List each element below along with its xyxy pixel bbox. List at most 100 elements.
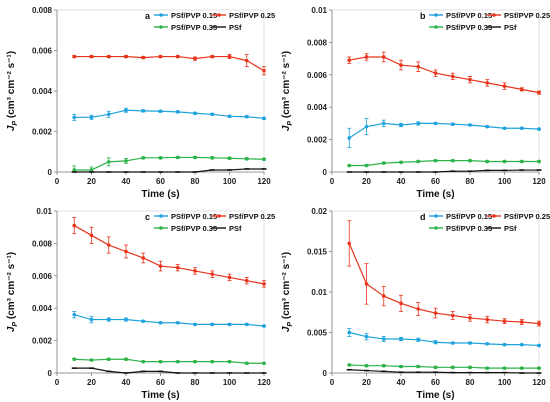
data-point (502, 126, 507, 131)
data-point (450, 341, 455, 345)
data-point (124, 249, 128, 254)
data-point (381, 294, 386, 298)
x-tick-label: 100 (498, 378, 512, 387)
data-point (89, 358, 94, 362)
data-point (124, 108, 128, 113)
data-point (158, 54, 163, 59)
legend-swatch-marker (434, 13, 438, 17)
data-point (537, 127, 541, 131)
data-point (124, 159, 128, 163)
data-point (468, 365, 472, 370)
x-tick-label: 0 (330, 378, 335, 387)
legend-label: PSf/PVP 0.35 (171, 23, 217, 32)
data-point (141, 55, 146, 60)
y-tick-label: 0.01 (311, 6, 327, 15)
legend-item: PSf (212, 224, 242, 233)
data-point (433, 71, 438, 75)
legend-item: PSf/PVP 0.25 (487, 212, 550, 221)
series-line (74, 168, 264, 173)
data-point (468, 158, 472, 163)
series-4 (71, 367, 267, 374)
data-point (193, 155, 197, 160)
legend-item: PSf (487, 23, 517, 32)
data-point (124, 357, 128, 362)
data-point (72, 223, 77, 228)
series-line (349, 369, 539, 374)
series-2 (347, 220, 541, 327)
series-1 (72, 311, 266, 328)
data-point (141, 156, 146, 160)
series-line (74, 109, 265, 119)
data-point (485, 124, 490, 129)
chart-panel-c: 0 0.002 0.004 0.006 0.008 0.01 0 20 40 60 80 100 120… (0, 201, 275, 402)
legend: PSf/PVP 0.15 PSf/PVP 0.25 PSf/PVP 0.35 PSf (429, 11, 550, 32)
data-point (468, 316, 472, 320)
legend-label: PSf (229, 23, 242, 32)
x-tick-label: 60 (431, 378, 440, 387)
data-point (433, 365, 438, 370)
data-point (399, 123, 403, 127)
data-point (433, 340, 438, 345)
x-tick-label: 60 (156, 177, 165, 186)
legend-item: PSf/PVP 0.15 (154, 11, 217, 20)
series-line (349, 169, 539, 173)
x-tick-label: 60 (431, 177, 440, 186)
x-tick-label: 20 (87, 378, 96, 387)
data-point (72, 54, 77, 59)
y-tick-label: 0.006 (307, 71, 328, 80)
y-tick-label: 0.02 (311, 207, 327, 216)
legend-swatch-marker (492, 13, 496, 17)
legend-swatch-marker (434, 226, 438, 230)
data-point (399, 301, 403, 306)
data-point (347, 363, 352, 367)
series-3 (72, 155, 266, 173)
plot-frame (331, 210, 540, 374)
data-point (210, 322, 215, 327)
data-point (416, 159, 421, 164)
data-point (244, 114, 249, 119)
legend-label: PSf/PVP 0.15 (446, 212, 492, 221)
y-tick-label: 0 (323, 168, 328, 177)
x-tick-label: 100 (223, 378, 237, 387)
chart-svg: 0 0.002 0.004 0.006 0.008 0 20 40 60 80 100 120 Time… (6, 6, 275, 200)
x-tick-label: 100 (498, 177, 512, 186)
data-point (347, 136, 352, 140)
y-tick-label: 0.015 (307, 248, 328, 257)
data-point (537, 366, 541, 370)
data-point (244, 322, 249, 327)
data-point (450, 74, 455, 79)
x-tick-label: 0 (55, 177, 60, 186)
data-point (210, 272, 215, 276)
y-axis-label: JP (cm³ cm⁻² s⁻¹) (6, 252, 19, 332)
series-line (349, 331, 540, 347)
data-point (244, 58, 249, 63)
legend-item: PSf/PVP 0.25 (212, 212, 275, 221)
data-point (106, 112, 111, 117)
legend-item: PSf/PVP 0.35 (429, 224, 492, 233)
chart-panel-b: 0 0.002 0.004 0.006 0.008 0.01 0 20 40 60 80 100 120… (275, 0, 550, 201)
data-point (433, 158, 438, 163)
data-point (381, 55, 386, 59)
legend-label: PSf/PVP 0.25 (229, 212, 275, 221)
data-point (89, 233, 94, 238)
data-point (262, 361, 266, 366)
y-axis-label: JP (cm³ cm⁻² s⁻¹) (281, 51, 294, 131)
data-point (399, 63, 403, 67)
data-point (158, 109, 163, 114)
x-tick-label: 80 (466, 378, 475, 387)
y-tick-label: 0.002 (32, 128, 53, 137)
series-4 (346, 169, 542, 173)
data-point (210, 156, 215, 160)
data-point (106, 54, 111, 59)
data-point (450, 122, 455, 127)
y-tick-label: 0.006 (32, 47, 53, 56)
legend-item: PSf/PVP 0.35 (429, 23, 492, 32)
legend-item: PSf (487, 224, 517, 233)
legend-label: PSf/PVP 0.35 (446, 23, 492, 32)
data-point (262, 157, 266, 162)
y-tick-label: 0.004 (32, 304, 53, 313)
data-point (450, 158, 455, 163)
data-point (244, 361, 249, 366)
data-point (399, 160, 403, 165)
data-point (347, 58, 352, 63)
